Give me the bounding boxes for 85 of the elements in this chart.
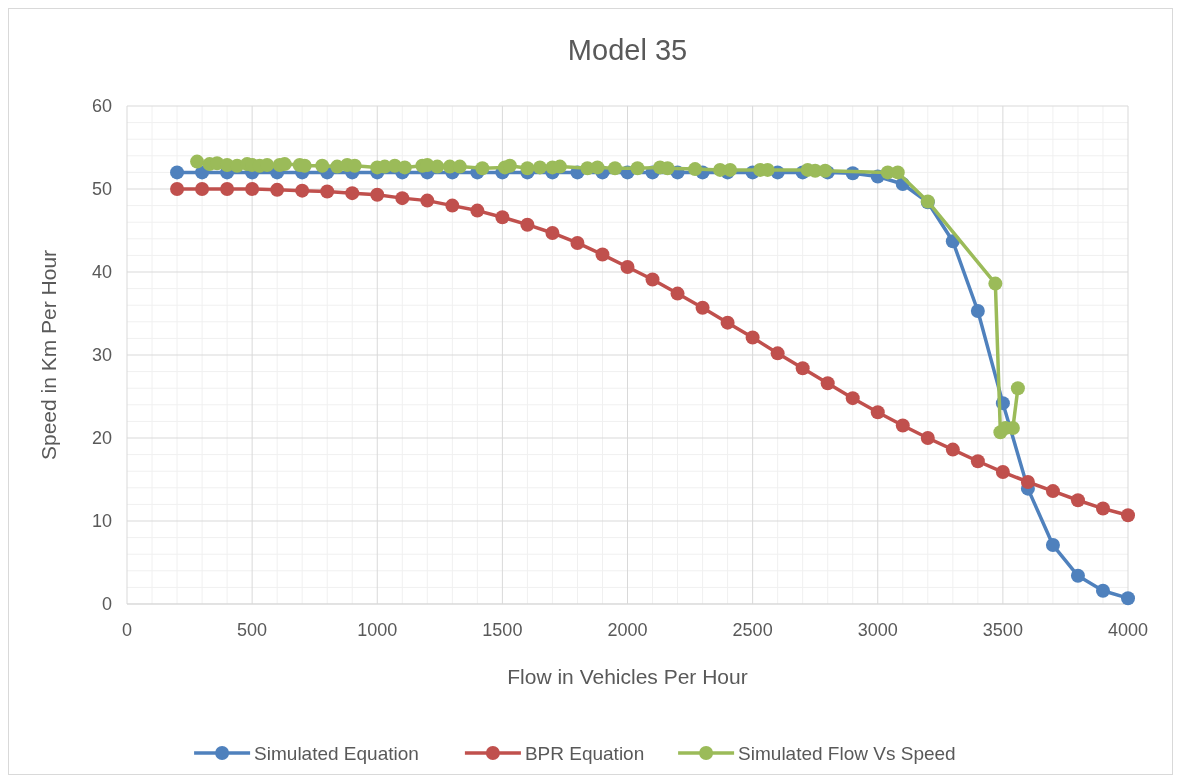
- x-tick-label: 3500: [982, 620, 1023, 640]
- point: [795, 361, 810, 376]
- point: [895, 418, 910, 433]
- point: [445, 198, 460, 213]
- chart-title: Model 35: [567, 34, 688, 66]
- point: [1045, 538, 1060, 553]
- y-axis-title: Speed in Km Per Hour: [37, 249, 60, 461]
- point: [370, 187, 385, 202]
- y-tick-label: 10: [91, 511, 112, 531]
- point: [695, 300, 710, 315]
- point: [970, 304, 985, 318]
- point: [670, 286, 685, 301]
- point: [870, 405, 885, 420]
- x-tick-label: 1500: [482, 620, 523, 640]
- point: [890, 165, 905, 180]
- point: [770, 346, 785, 361]
- point: [745, 330, 760, 345]
- point: [607, 161, 622, 176]
- point: [195, 182, 210, 196]
- point: [630, 161, 645, 176]
- point: [345, 186, 360, 201]
- point: [452, 159, 467, 174]
- point: [1121, 591, 1135, 606]
- x-tick-label: 2000: [607, 620, 648, 640]
- point: [645, 272, 660, 287]
- point: [688, 162, 703, 177]
- x-tick-label: 1000: [357, 620, 398, 640]
- y-tick-label: 20: [91, 428, 112, 448]
- point: [920, 431, 935, 445]
- point: [1095, 501, 1110, 516]
- x-tick-label: 0: [121, 620, 133, 640]
- point: [970, 454, 985, 469]
- point: [170, 182, 185, 196]
- legend-label: Simulated Equation: [254, 743, 419, 764]
- point: [397, 160, 412, 175]
- point: [430, 159, 445, 174]
- y-tick-label: 30: [91, 345, 112, 365]
- point: [245, 182, 260, 196]
- point: [545, 226, 560, 240]
- point: [475, 161, 490, 176]
- point: [660, 161, 675, 176]
- point: [1095, 583, 1110, 598]
- y-tick-label: 40: [91, 262, 112, 282]
- point: [995, 465, 1010, 480]
- point: [590, 160, 605, 175]
- point: [570, 235, 585, 250]
- legend-label: Simulated Flow Vs Speed: [738, 743, 956, 764]
- point: [260, 157, 275, 172]
- point: [620, 260, 635, 275]
- point: [845, 391, 860, 406]
- point: [820, 376, 835, 391]
- x-tick-label: 500: [237, 620, 268, 640]
- point: [720, 315, 735, 330]
- point: [190, 154, 205, 169]
- y-tick-label: 60: [91, 96, 112, 116]
- point: [220, 182, 235, 196]
- point: [1045, 484, 1060, 499]
- x-axis-title: Flow in Vehicles Per Hour: [507, 665, 748, 688]
- point: [520, 217, 535, 232]
- point: [295, 183, 310, 198]
- legend-label: BPR Equation: [524, 743, 645, 764]
- point: [520, 161, 535, 176]
- x-tick-label: 2500: [732, 620, 773, 640]
- point: [1121, 508, 1135, 523]
- point: [1070, 493, 1085, 508]
- point: [470, 203, 485, 218]
- point: [420, 193, 435, 208]
- point: [170, 165, 185, 180]
- y-tick-label: 50: [91, 179, 112, 199]
- point: [502, 158, 517, 173]
- x-tick-label: 3000: [857, 620, 898, 640]
- point: [1010, 381, 1025, 396]
- point: [395, 191, 410, 206]
- point: [532, 160, 547, 175]
- point: [320, 184, 335, 199]
- y-tick-label: 0: [101, 594, 112, 614]
- point: [270, 182, 285, 197]
- point: [595, 247, 610, 262]
- point: [315, 158, 330, 173]
- point: [945, 442, 960, 457]
- x-tick-label: 4000: [1107, 620, 1149, 640]
- point: [495, 210, 510, 225]
- point: [1020, 475, 1035, 489]
- point: [1070, 568, 1085, 583]
- point: [988, 276, 1003, 291]
